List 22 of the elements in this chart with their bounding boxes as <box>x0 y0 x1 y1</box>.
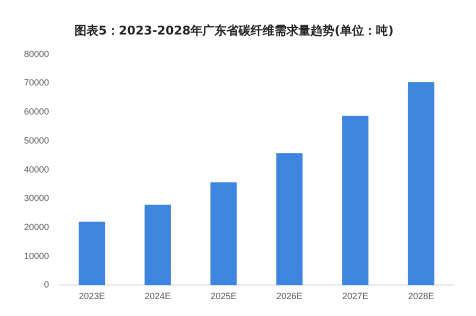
y-tick-label: 30000 <box>24 193 50 204</box>
y-tick-label: 80000 <box>24 48 50 59</box>
x-tick-label: 2023E <box>78 291 105 302</box>
y-tick-label: 70000 <box>24 78 50 88</box>
x-tick-label: 2024E <box>144 291 171 302</box>
x-tick-label: 2028E <box>408 291 434 302</box>
bar <box>210 182 237 286</box>
y-tick-label: 60000 <box>24 106 50 117</box>
bar <box>408 82 434 286</box>
y-tick-label: 10000 <box>24 250 50 261</box>
chart-title: 图表5：2023-2028年广东省碳纤维需求量趋势(单位：吨) <box>74 23 394 38</box>
y-tick-label: 40000 <box>24 164 50 174</box>
y-tick-label: 50000 <box>24 135 50 146</box>
bar <box>276 153 303 286</box>
y-tick-label: 20000 <box>24 222 50 232</box>
bar <box>78 222 106 286</box>
x-tick-label: 2027E <box>342 291 368 302</box>
x-tick-label: 2025E <box>210 291 237 302</box>
x-tick-label: 2026E <box>276 291 302 302</box>
bar <box>144 204 171 286</box>
y-tick-label: 0 <box>44 280 50 290</box>
bar <box>342 116 368 286</box>
